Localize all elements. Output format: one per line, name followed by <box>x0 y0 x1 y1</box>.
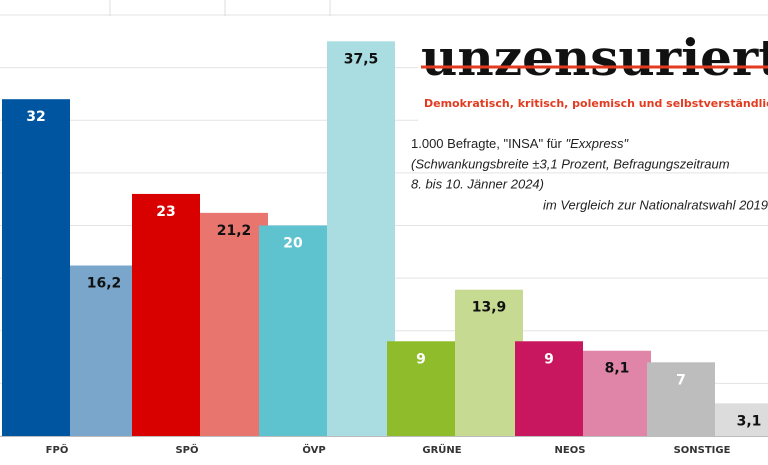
bar <box>70 265 138 436</box>
x-tick-label: GRÜNE <box>422 442 461 456</box>
bar <box>259 225 327 436</box>
value-label: 9 <box>416 351 426 367</box>
bar <box>583 350 651 436</box>
x-tick-label: ÖVP <box>302 442 325 456</box>
bar <box>327 41 395 436</box>
value-label: 23 <box>156 204 175 220</box>
x-tick-label: FPÖ <box>46 442 69 456</box>
bar <box>200 212 268 436</box>
bar <box>455 289 523 436</box>
value-label: 9 <box>544 351 554 367</box>
value-label: 16,2 <box>87 275 122 291</box>
value-label: 32 <box>26 109 45 125</box>
bar <box>2 99 70 436</box>
value-label: 3,1 <box>737 413 762 429</box>
bar <box>132 193 200 436</box>
value-label: 37,5 <box>344 51 379 67</box>
note-line: 8. bis 10. Jänner 2024) <box>411 176 544 191</box>
x-tick-label: SPÖ <box>175 442 198 456</box>
note-text: 1.000 Befragte, "INSA" für <box>411 136 565 151</box>
value-label: 13,9 <box>472 300 507 316</box>
value-label: 20 <box>283 236 303 252</box>
note-line: (Schwankungsbreite ±3,1 Prozent, Befragu… <box>411 156 730 171</box>
value-label: 21,2 <box>217 223 252 239</box>
x-tick-label: NEOS <box>555 445 586 456</box>
logo-box <box>418 20 768 126</box>
bar <box>647 362 715 436</box>
bar <box>715 403 768 436</box>
bar <box>387 341 455 436</box>
logo-name: unzensuriert <box>421 28 768 87</box>
note-source: "Exxpress" <box>565 136 629 151</box>
note-line: im Vergleich zur Nationalratswahl 2019 <box>543 197 768 212</box>
logo-tagline: Demokratisch, kritisch, polemisch und se… <box>424 97 768 110</box>
value-label: 7 <box>676 372 686 388</box>
note-line: 1.000 Befragte, "INSA" für "Exxpress" <box>411 136 630 151</box>
value-label: 8,1 <box>605 361 630 377</box>
x-tick-label: SONSTIGE <box>674 445 731 456</box>
bar <box>515 341 583 436</box>
